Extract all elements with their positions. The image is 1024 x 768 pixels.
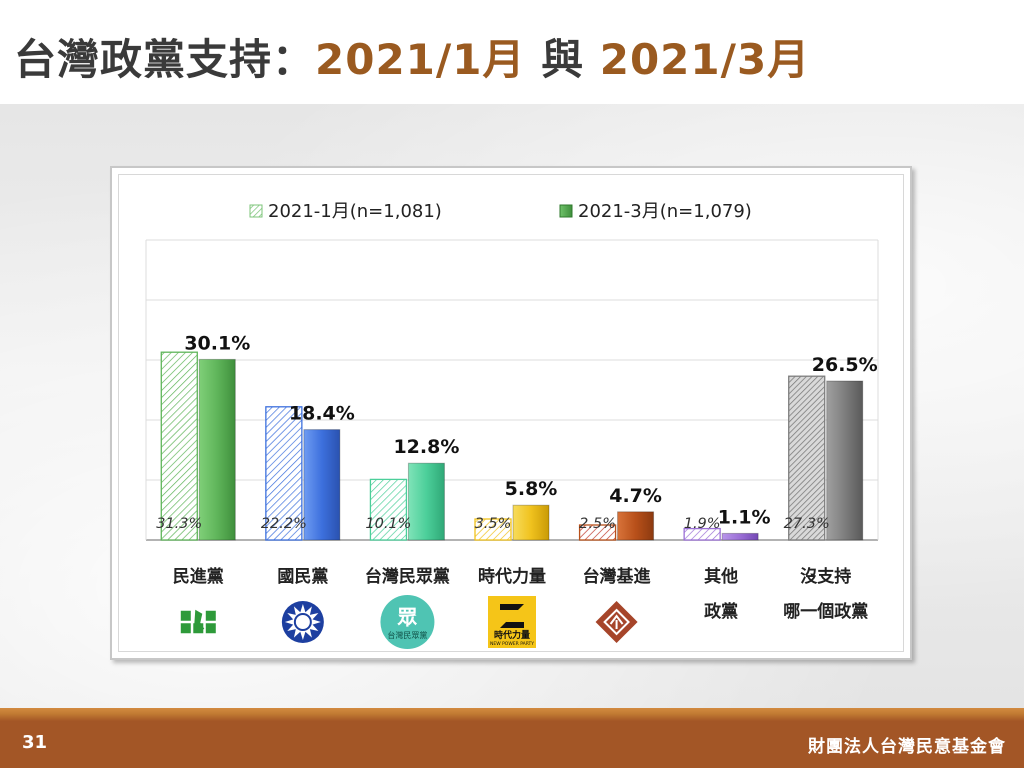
legend-label-1: 2021-1月(n=1,081) xyxy=(268,201,442,222)
category-label-5: 台灣基進 xyxy=(583,566,651,587)
bar-mar-1 xyxy=(198,358,236,541)
category-label-3: 台灣民眾黨 xyxy=(365,566,450,587)
bar-jan-7 xyxy=(788,375,826,541)
bar-jan-5 xyxy=(578,524,617,541)
data-label-mar-6: 1.1% xyxy=(718,506,771,528)
bar-mar-6 xyxy=(721,532,759,541)
bar-jan-6 xyxy=(683,527,721,541)
category-label-4: 時代力量 xyxy=(478,566,546,587)
svg-text:台灣民眾黨: 台灣民眾黨 xyxy=(387,630,427,640)
kmt-logo-icon xyxy=(281,601,324,643)
tsp-logo-icon xyxy=(595,601,638,643)
title-prefix: 台灣政黨支持： xyxy=(14,35,316,84)
chart-frame xyxy=(110,166,912,660)
bar-mar-5 xyxy=(617,511,655,541)
bar-mar-4 xyxy=(512,504,550,541)
svg-text:NEW POWER PARTY: NEW POWER PARTY xyxy=(490,641,534,647)
slide-title: 台灣政黨支持：2021/1月 與 2021/3月 xyxy=(14,26,810,87)
data-label-jan-5: 2.5% xyxy=(579,516,616,532)
svg-text:眾: 眾 xyxy=(396,605,417,629)
bar-jan-3 xyxy=(369,478,408,541)
bar-jan-2 xyxy=(265,406,303,541)
title-connector: 與 xyxy=(525,35,600,84)
data-label-mar-4: 5.8% xyxy=(505,478,558,500)
data-label-mar-2: 18.4% xyxy=(289,403,355,425)
bar-jan-4 xyxy=(474,518,512,541)
legend-label-2: 2021-3月(n=1,079) xyxy=(578,201,752,222)
data-label-mar-1: 30.1% xyxy=(184,332,250,354)
category-label-1: 民進黨 xyxy=(173,566,224,587)
data-label-jan-2: 22.2% xyxy=(261,516,307,532)
bar-mar-7 xyxy=(826,380,864,541)
data-label-jan-4: 3.5% xyxy=(475,516,512,532)
dpp-logo-icon xyxy=(180,609,216,634)
data-label-mar-7: 26.5% xyxy=(812,354,878,376)
footer-bar xyxy=(0,708,1024,768)
category-label-7-line2: 哪一個政黨 xyxy=(783,601,868,622)
title-date-mar: 2021/3月 xyxy=(599,35,811,84)
category-label-6: 其他 xyxy=(704,566,738,587)
title-date-jan: 2021/1月 xyxy=(315,35,526,84)
data-label-jan-7: 27.3% xyxy=(784,516,830,532)
bar-mar-2 xyxy=(303,429,341,541)
organization-name: 財團法人台灣民意基金會 xyxy=(808,737,1006,757)
category-label-7: 沒支持 xyxy=(800,566,851,587)
svg-text:時代力量: 時代力量 xyxy=(494,629,530,641)
category-label-2: 國民黨 xyxy=(277,566,328,587)
data-label-jan-6: 1.9% xyxy=(684,516,721,532)
data-label-jan-3: 10.1% xyxy=(365,516,411,532)
data-label-jan-1: 31.3% xyxy=(156,516,202,532)
data-label-mar-3: 12.8% xyxy=(393,436,459,458)
legend-swatch-2 xyxy=(559,204,573,218)
category-label-6-line2: 政黨 xyxy=(704,601,738,622)
page-number: 31 xyxy=(22,732,48,753)
title-bar: 台灣政黨支持：2021/1月 與 2021/3月 xyxy=(0,0,1024,104)
bar-jan-1 xyxy=(160,351,198,541)
legend-swatch-1 xyxy=(249,204,263,218)
bar-mar-3 xyxy=(407,462,445,541)
data-label-mar-5: 4.7% xyxy=(609,485,662,507)
